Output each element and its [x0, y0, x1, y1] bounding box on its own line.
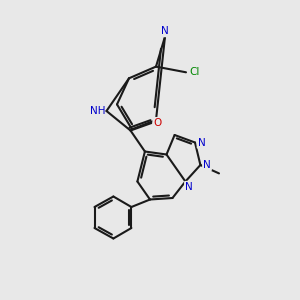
- Text: NH: NH: [90, 106, 106, 116]
- Text: N: N: [198, 137, 206, 148]
- Text: N: N: [161, 26, 169, 36]
- Text: N: N: [185, 182, 193, 192]
- Text: O: O: [153, 118, 162, 128]
- Text: N: N: [203, 160, 211, 170]
- Text: Cl: Cl: [189, 67, 200, 77]
